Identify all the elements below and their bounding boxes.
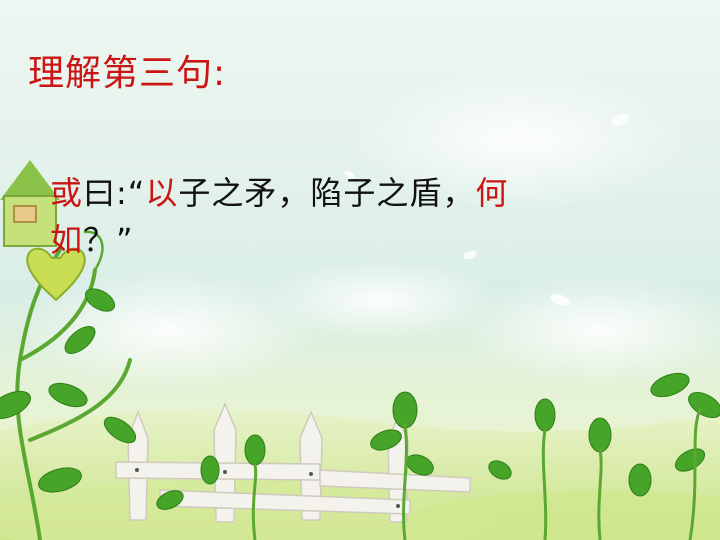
leaf-icon bbox=[0, 288, 720, 510]
classical-sentence: 或曰:“以子之矛，陷子之盾，何如？” bbox=[50, 170, 650, 264]
sentence-part-end: ？” bbox=[83, 221, 134, 259]
sentence-part-yue: 曰:“ bbox=[83, 174, 146, 212]
birdhouse-icon bbox=[0, 160, 86, 302]
sentence-char-he: 何 bbox=[475, 174, 509, 212]
sentence-char-ru: 如 bbox=[50, 221, 84, 259]
sentence-part-middle: 子之矛，陷子之盾， bbox=[178, 174, 476, 212]
slide-title: 理解第三句: bbox=[28, 53, 227, 94]
sentence-char-huo: 或 bbox=[50, 174, 84, 212]
sentence-char-yi: 以 bbox=[145, 174, 179, 212]
